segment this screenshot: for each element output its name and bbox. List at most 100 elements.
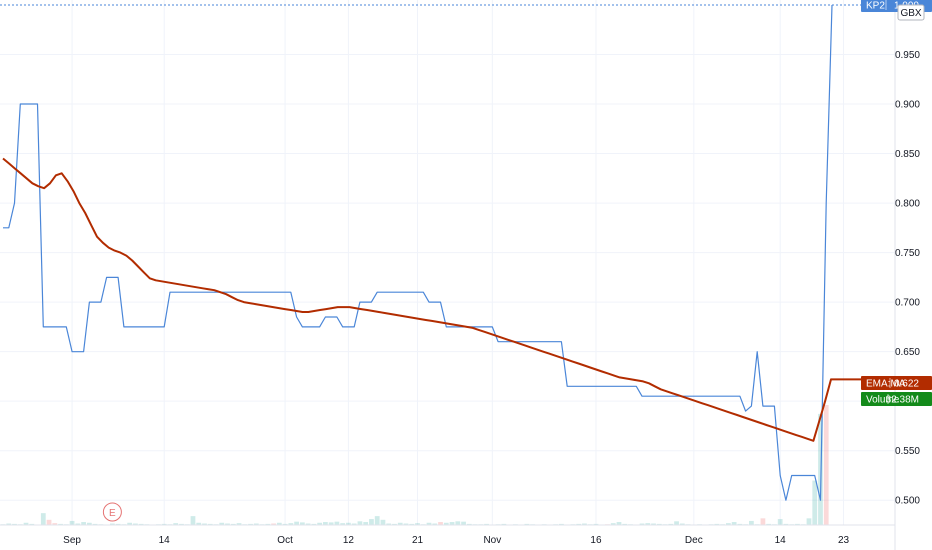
volume-bar [207,523,213,525]
volume-bar [225,523,230,525]
earnings-marker-label: E [109,508,116,519]
earnings-marker-icon [102,502,122,522]
x-tick-label: 21 [412,535,424,546]
currency-label-text: GBX [900,8,921,19]
volume-bar [656,523,662,525]
volume-bar [92,523,98,525]
y-tick-label: 0.900 [895,100,920,111]
volume-bar [86,522,92,525]
volume-bar [340,523,346,525]
volume-bar [52,523,58,525]
volume-bar [714,523,720,525]
volume-bar [236,523,242,525]
volume-bar [559,523,564,525]
volume-bar [455,521,461,525]
volume-bar [265,523,271,525]
volume-bar [616,522,622,525]
volume-bar [737,523,743,525]
x-tick-label: Oct [277,535,293,546]
volume-bar [282,523,288,525]
x-tick-label: 23 [838,535,850,546]
y-tick-label: 0.550 [895,446,920,457]
y-tick-label: 0.750 [895,248,920,259]
y-tick-label: 0.800 [895,199,920,210]
volume-bar [622,523,628,525]
x-tick-label: 14 [159,535,171,546]
volume-bar [29,523,35,525]
volume-bar [386,523,392,525]
volume-bar [294,521,299,525]
volume-bar [679,523,685,525]
x-tick-label: Dec [685,535,703,546]
volume-bar [196,522,202,525]
volume-bar [127,522,133,525]
volume-bar [69,520,75,525]
volume-bar [409,523,415,525]
volume-bar [179,523,184,525]
volume-bar [777,519,783,525]
volume-bar [23,522,29,525]
volume-bar [443,522,449,525]
volume-bar [610,523,616,525]
volume-bar [161,523,167,525]
volume-bar [380,519,386,525]
volume-bar [639,523,645,525]
volume-bar [432,523,438,525]
volume-bar [58,523,63,525]
volume-bar [230,523,236,525]
volume-bar [645,523,651,525]
volume-bar [253,523,259,525]
volume-bar [299,522,305,525]
x-tick-label: 14 [775,535,787,546]
volume-bar [392,523,397,525]
volume-bar [674,521,679,525]
volume-bar [823,405,829,525]
volume-bar [138,523,144,525]
volume-bar [766,523,772,525]
volume-bar [311,523,317,525]
x-tick-label: 16 [590,535,602,546]
volume-bar [415,523,420,525]
volume-bar [484,523,489,525]
volume-bar [363,522,369,525]
volume-bar [346,522,351,525]
volume-bar [403,523,409,525]
volume-bar [81,522,86,525]
volume-bar [524,523,530,525]
volume-badge-label: Volume [866,395,900,406]
ema-ma-badge-value: 0.622 [894,379,919,390]
ema-ma-badge-label: EMA:MA [866,379,906,390]
currency-label: GBX [897,4,925,21]
volume-bar [6,523,12,525]
volume-bar [305,523,311,525]
volume-bar [248,523,253,525]
volume-bar [202,523,207,525]
kp2-price-line [3,4,833,501]
volume-bar [668,523,674,525]
volume-bar [328,522,334,525]
x-tick-label: 12 [343,535,355,546]
y-tick-label: 0.500 [895,496,920,507]
y-tick-label: 0.950 [895,50,920,61]
volume-badge-value: 32.38M [886,395,919,406]
earnings-layer[interactable]: E [102,502,122,522]
volume-bar [288,523,294,525]
volume-bar [40,513,46,525]
volume-bar [75,523,81,525]
volume-bar [276,522,282,525]
ema-ma-line [2,157,878,442]
volume-bar [426,522,432,525]
volume-bar [760,518,766,525]
volume-bar [271,523,276,525]
volume-bar [317,522,323,525]
volume-bar [818,413,823,525]
volume-bar [466,523,472,525]
kp2-badge-label: KP2 [866,0,885,11]
volume-bar [725,523,731,525]
volume-bar [461,521,466,525]
volume-bar [351,523,357,525]
volume-bar [783,523,789,525]
y-tick-label: 0.650 [895,347,920,358]
